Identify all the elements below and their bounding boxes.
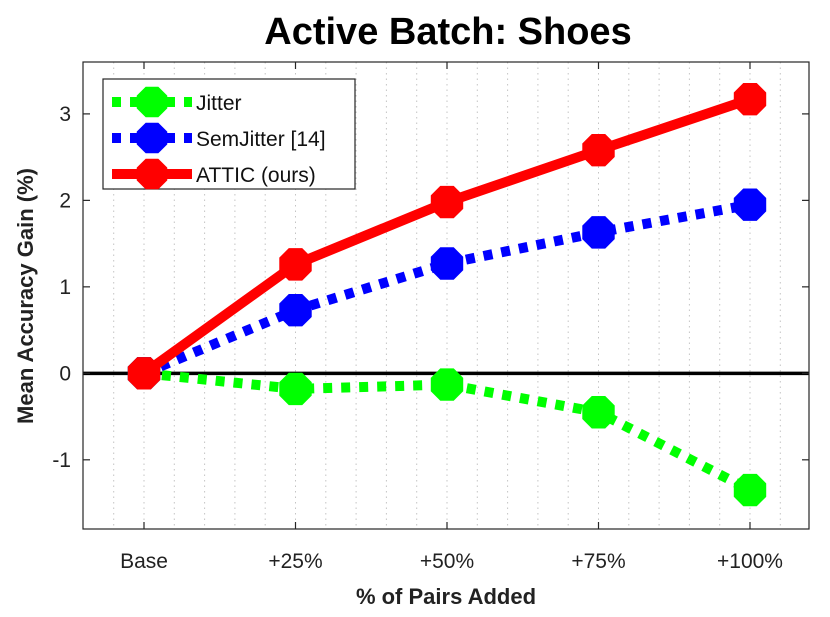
x-tick-label: +75% <box>571 550 625 573</box>
x-tick-label: +100% <box>717 550 783 573</box>
y-tick-label: 1 <box>59 276 71 299</box>
y-tick-label: 2 <box>59 189 71 212</box>
data-point <box>733 82 767 116</box>
x-tick-label: +25% <box>268 550 322 573</box>
y-tick-label: -1 <box>52 449 71 472</box>
data-point <box>279 294 312 327</box>
y-tick-label: 3 <box>59 103 71 126</box>
plot-layer <box>127 82 767 507</box>
data-point <box>430 247 464 280</box>
chart-title: Active Batch: Shoes <box>264 11 631 53</box>
data-point <box>733 473 767 507</box>
legend-label: ATTIC (ours) <box>196 164 316 187</box>
data-point <box>582 216 615 249</box>
data-point <box>430 185 464 219</box>
x-tick-label: +50% <box>420 550 474 573</box>
series-line <box>142 199 751 378</box>
legend-marker <box>136 86 168 118</box>
x-axis-label: % of Pairs Added <box>356 584 536 609</box>
data-point <box>279 372 312 406</box>
data-point <box>582 396 615 429</box>
legend: Jitter SemJitter [14] ATTIC (ours) <box>102 78 356 190</box>
data-point <box>279 248 312 281</box>
y-axis-label: Mean Accuracy Gain (%) <box>13 168 38 424</box>
legend-marker <box>136 122 168 154</box>
legend-label: Jitter <box>196 92 242 115</box>
data-point <box>582 134 615 167</box>
series-2 <box>127 82 767 390</box>
ticks: Base +25% +50% +75% +100% -1 0 1 2 3 <box>52 62 809 573</box>
y-tick-label: 0 <box>59 362 71 385</box>
data-point <box>127 357 161 390</box>
legend-marker <box>136 158 168 190</box>
plot-frame <box>82 61 810 530</box>
data-point <box>430 368 464 401</box>
x-tick-label: Base <box>120 550 168 573</box>
data-point <box>733 188 767 221</box>
legend-label: SemJitter [14] <box>196 128 326 151</box>
